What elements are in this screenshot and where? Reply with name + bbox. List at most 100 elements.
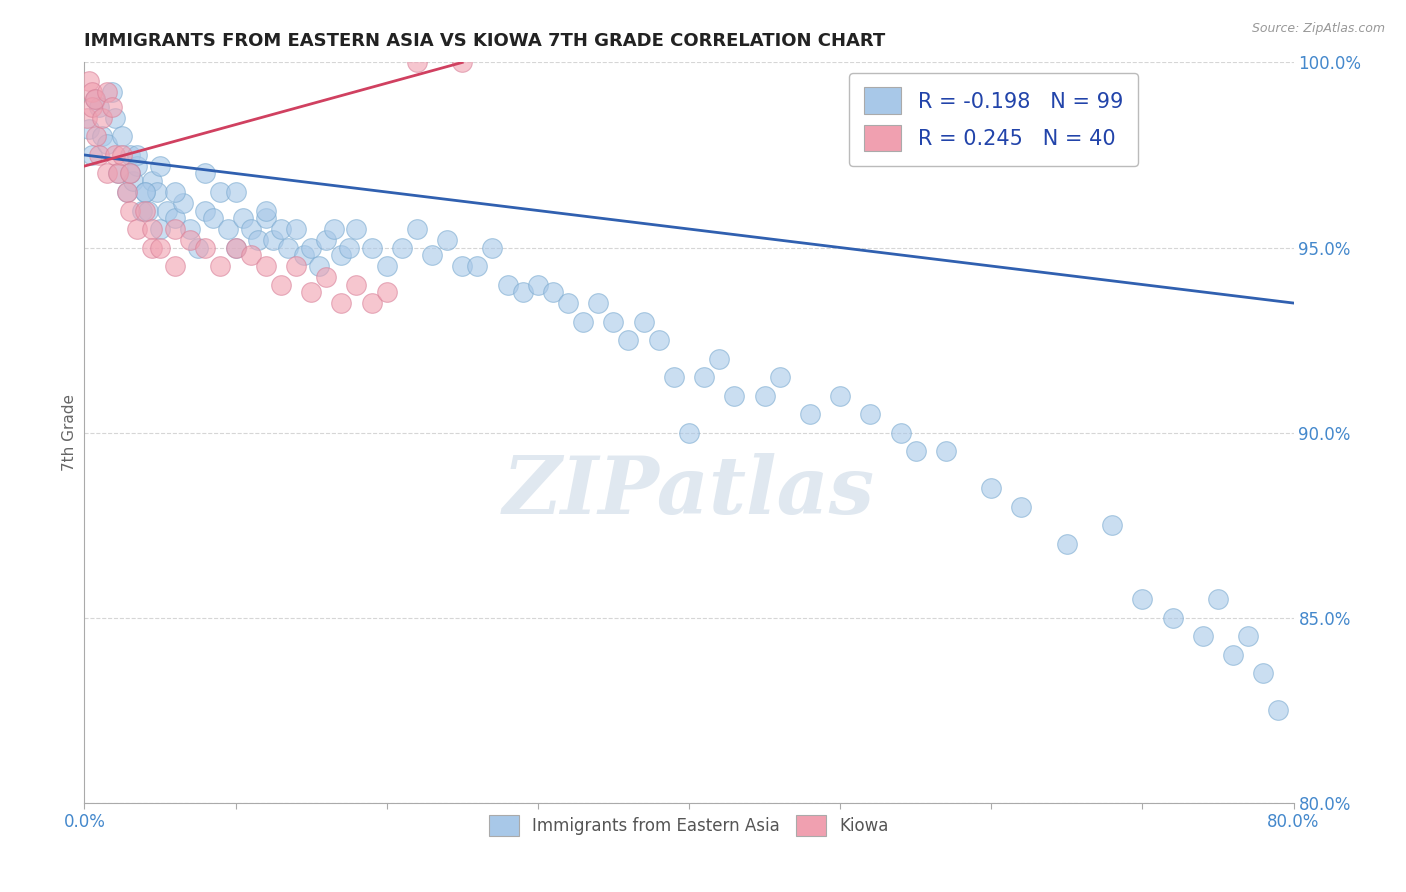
Point bbox=[201, 211, 224, 225]
Point bbox=[375, 285, 398, 299]
Point bbox=[121, 174, 143, 188]
Point bbox=[633, 314, 655, 328]
Point bbox=[406, 55, 429, 70]
Point bbox=[89, 100, 111, 114]
Point bbox=[127, 222, 149, 236]
Point bbox=[141, 174, 163, 188]
Point bbox=[165, 259, 187, 273]
Point bbox=[602, 314, 624, 328]
Point bbox=[131, 203, 153, 218]
Point bbox=[262, 233, 284, 247]
Point bbox=[118, 167, 141, 181]
Point bbox=[330, 248, 353, 262]
Point bbox=[225, 185, 247, 199]
Point bbox=[299, 240, 322, 254]
Point bbox=[115, 185, 138, 199]
Point bbox=[254, 203, 277, 218]
Point bbox=[149, 240, 172, 254]
Point bbox=[209, 185, 232, 199]
Point bbox=[859, 407, 882, 421]
Legend: Immigrants from Eastern Asia, Kiowa: Immigrants from Eastern Asia, Kiowa bbox=[478, 805, 900, 847]
Point bbox=[80, 85, 103, 99]
Point bbox=[315, 270, 337, 285]
Text: Source: ZipAtlas.com: Source: ZipAtlas.com bbox=[1251, 22, 1385, 36]
Point bbox=[141, 240, 163, 254]
Point bbox=[209, 259, 232, 273]
Point bbox=[346, 277, 368, 292]
Point bbox=[146, 185, 169, 199]
Point bbox=[360, 240, 382, 254]
Point bbox=[100, 100, 122, 114]
Point bbox=[80, 148, 103, 162]
Point bbox=[86, 129, 108, 144]
Point bbox=[91, 129, 114, 144]
Point bbox=[1056, 536, 1078, 550]
Point bbox=[512, 285, 534, 299]
Point bbox=[496, 277, 519, 292]
Point bbox=[1132, 592, 1154, 607]
Point bbox=[375, 259, 398, 273]
Point bbox=[723, 388, 745, 402]
Point bbox=[165, 185, 187, 199]
Point bbox=[1253, 666, 1275, 681]
Point bbox=[277, 240, 299, 254]
Point bbox=[1011, 500, 1033, 514]
Point bbox=[77, 74, 100, 88]
Point bbox=[107, 167, 129, 181]
Point bbox=[693, 370, 716, 384]
Point bbox=[322, 222, 344, 236]
Point bbox=[141, 222, 163, 236]
Point bbox=[104, 148, 127, 162]
Point bbox=[239, 222, 262, 236]
Point bbox=[156, 203, 179, 218]
Point bbox=[149, 159, 172, 173]
Point bbox=[360, 296, 382, 310]
Point bbox=[299, 285, 322, 299]
Point bbox=[1267, 703, 1289, 717]
Point bbox=[100, 85, 122, 99]
Point bbox=[980, 481, 1002, 495]
Point bbox=[662, 370, 685, 384]
Point bbox=[769, 370, 792, 384]
Point bbox=[572, 314, 595, 328]
Text: IMMIGRANTS FROM EASTERN ASIA VS KIOWA 7TH GRADE CORRELATION CHART: IMMIGRANTS FROM EASTERN ASIA VS KIOWA 7T… bbox=[84, 32, 886, 50]
Point bbox=[134, 203, 156, 218]
Point bbox=[270, 277, 292, 292]
Point bbox=[1161, 611, 1184, 625]
Point bbox=[194, 167, 217, 181]
Point bbox=[337, 240, 360, 254]
Point bbox=[149, 222, 172, 236]
Point bbox=[172, 196, 194, 211]
Point bbox=[285, 259, 308, 273]
Point bbox=[648, 333, 671, 347]
Point bbox=[165, 211, 187, 225]
Point bbox=[451, 55, 474, 70]
Point bbox=[96, 167, 118, 181]
Point bbox=[617, 333, 640, 347]
Point bbox=[541, 285, 564, 299]
Point bbox=[179, 233, 201, 247]
Point bbox=[420, 248, 443, 262]
Point bbox=[115, 185, 138, 199]
Point bbox=[127, 148, 149, 162]
Point bbox=[91, 111, 114, 125]
Point bbox=[678, 425, 700, 440]
Point bbox=[557, 296, 579, 310]
Point bbox=[134, 185, 156, 199]
Point bbox=[467, 259, 489, 273]
Point bbox=[308, 259, 330, 273]
Point bbox=[225, 240, 247, 254]
Point bbox=[890, 425, 912, 440]
Point bbox=[96, 136, 118, 151]
Point bbox=[799, 407, 821, 421]
Point bbox=[111, 129, 134, 144]
Point bbox=[179, 222, 201, 236]
Point bbox=[436, 233, 458, 247]
Point bbox=[194, 240, 217, 254]
Point bbox=[134, 185, 156, 199]
Point bbox=[1101, 518, 1123, 533]
Point bbox=[254, 259, 277, 273]
Point bbox=[136, 203, 159, 218]
Point bbox=[84, 93, 107, 107]
Point bbox=[346, 222, 368, 236]
